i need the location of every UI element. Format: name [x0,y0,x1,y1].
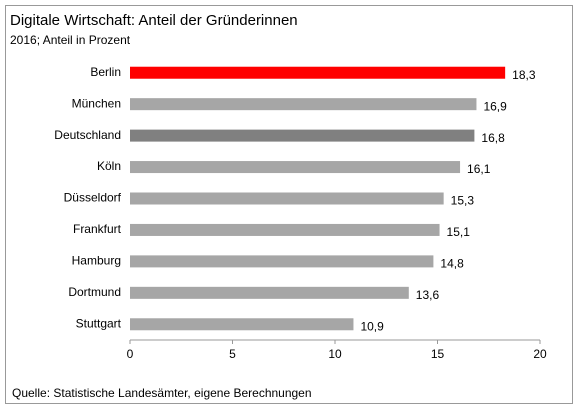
x-tick-label: 15 [431,347,445,361]
y-tick-label: Dortmund [68,285,121,299]
value-label: 10,9 [360,319,384,333]
y-tick-label: Köln [97,159,121,173]
bar [130,255,434,268]
bar [130,223,440,236]
x-tick-label: 20 [533,347,547,361]
y-tick-label: Frankfurt [73,222,122,236]
x-tick-label: 10 [328,347,342,361]
bar [130,192,444,205]
chart-title: Digitale Wirtschaft: Anteil der Gründeri… [10,12,298,29]
bar [130,286,409,299]
bar [130,98,477,111]
value-label: 18,3 [512,68,536,82]
x-tick-label: 5 [229,347,236,361]
y-tick-label: Deutschland [54,128,121,142]
value-label: 15,1 [447,225,471,239]
value-label: 16,9 [483,99,507,113]
x-tick-label: 0 [127,347,134,361]
y-tick-label: Berlin [90,65,121,79]
value-label: 16,1 [467,162,491,176]
value-label: 13,6 [416,288,440,302]
bar [130,318,354,331]
y-tick-label: Düsseldorf [64,191,122,205]
bar [130,161,461,174]
value-label: 15,3 [451,194,475,208]
bar [130,66,506,79]
value-label: 16,8 [481,131,505,145]
source-note: Quelle: Statistische Landesämter, eigene… [12,386,312,400]
y-tick-label: Stuttgart [76,316,122,330]
value-label: 14,8 [440,257,464,271]
bar [130,129,475,142]
chart-subtitle: 2016; Anteil in Prozent [10,33,131,47]
y-tick-label: München [72,96,121,110]
y-tick-label: Hamburg [72,254,121,268]
